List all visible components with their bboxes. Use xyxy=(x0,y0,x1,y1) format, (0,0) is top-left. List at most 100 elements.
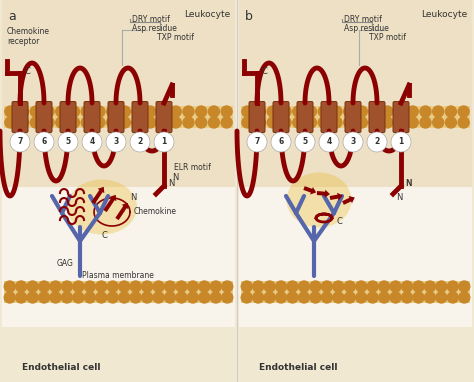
Text: N: N xyxy=(405,180,411,188)
Text: 6: 6 xyxy=(41,138,46,147)
Circle shape xyxy=(344,292,356,303)
Circle shape xyxy=(379,292,390,303)
Circle shape xyxy=(367,292,378,303)
Circle shape xyxy=(210,281,221,292)
Circle shape xyxy=(287,281,298,292)
Circle shape xyxy=(242,106,253,117)
FancyBboxPatch shape xyxy=(345,102,361,133)
Circle shape xyxy=(287,292,298,303)
Circle shape xyxy=(4,292,15,303)
Circle shape xyxy=(68,117,80,128)
Circle shape xyxy=(264,292,275,303)
Circle shape xyxy=(132,106,143,117)
Text: Chemokine: Chemokine xyxy=(134,207,177,217)
Circle shape xyxy=(321,281,332,292)
Circle shape xyxy=(221,106,232,117)
Circle shape xyxy=(356,106,367,117)
FancyBboxPatch shape xyxy=(156,102,172,133)
Circle shape xyxy=(321,292,332,303)
Circle shape xyxy=(344,106,355,117)
Circle shape xyxy=(458,117,469,128)
Ellipse shape xyxy=(67,180,137,235)
FancyBboxPatch shape xyxy=(249,102,265,133)
Text: 2: 2 xyxy=(137,138,143,147)
Circle shape xyxy=(459,292,470,303)
Circle shape xyxy=(356,117,367,128)
Bar xyxy=(241,106,470,128)
Circle shape xyxy=(382,117,393,128)
Circle shape xyxy=(436,281,447,292)
Circle shape xyxy=(18,117,28,128)
Text: C: C xyxy=(25,66,31,76)
Circle shape xyxy=(221,117,232,128)
Circle shape xyxy=(367,132,387,152)
Circle shape xyxy=(73,281,84,292)
FancyBboxPatch shape xyxy=(321,102,337,133)
Circle shape xyxy=(38,281,50,292)
Text: Asp residue: Asp residue xyxy=(132,24,177,33)
Circle shape xyxy=(446,106,456,117)
Circle shape xyxy=(255,106,265,117)
Circle shape xyxy=(142,292,153,303)
Circle shape xyxy=(367,281,378,292)
Circle shape xyxy=(73,292,84,303)
FancyBboxPatch shape xyxy=(60,102,76,133)
Circle shape xyxy=(275,281,287,292)
Circle shape xyxy=(199,281,210,292)
Circle shape xyxy=(62,292,73,303)
Circle shape xyxy=(401,281,412,292)
Circle shape xyxy=(447,281,458,292)
Bar xyxy=(239,187,472,327)
Circle shape xyxy=(241,281,252,292)
Circle shape xyxy=(424,281,436,292)
Circle shape xyxy=(153,281,164,292)
Text: 4: 4 xyxy=(90,138,95,147)
Text: N: N xyxy=(405,180,411,188)
Circle shape xyxy=(305,106,317,117)
Circle shape xyxy=(164,292,175,303)
Circle shape xyxy=(18,106,28,117)
Circle shape xyxy=(153,292,164,303)
Circle shape xyxy=(333,292,344,303)
Circle shape xyxy=(118,281,130,292)
Circle shape xyxy=(145,106,156,117)
Bar xyxy=(2,0,235,187)
Circle shape xyxy=(333,281,344,292)
Circle shape xyxy=(176,292,187,303)
Circle shape xyxy=(318,117,329,128)
Circle shape xyxy=(420,117,431,128)
Circle shape xyxy=(401,292,412,303)
Circle shape xyxy=(56,106,67,117)
Circle shape xyxy=(433,117,444,128)
Circle shape xyxy=(318,106,329,117)
FancyBboxPatch shape xyxy=(297,102,313,133)
Text: N: N xyxy=(396,194,402,202)
Circle shape xyxy=(210,292,221,303)
Circle shape xyxy=(43,117,54,128)
FancyBboxPatch shape xyxy=(393,102,409,133)
Circle shape xyxy=(369,106,380,117)
Circle shape xyxy=(305,117,317,128)
Text: 7: 7 xyxy=(255,138,260,147)
FancyBboxPatch shape xyxy=(132,102,148,133)
Circle shape xyxy=(310,281,321,292)
Text: Endothelial cell: Endothelial cell xyxy=(259,363,337,372)
Circle shape xyxy=(130,281,141,292)
Circle shape xyxy=(390,292,401,303)
Text: 3: 3 xyxy=(113,138,118,147)
Circle shape xyxy=(30,117,41,128)
Circle shape xyxy=(356,281,367,292)
Circle shape xyxy=(27,281,38,292)
Circle shape xyxy=(447,292,458,303)
Circle shape xyxy=(130,132,150,152)
Ellipse shape xyxy=(286,173,352,228)
Text: N: N xyxy=(168,180,174,188)
Circle shape xyxy=(391,132,411,152)
Circle shape xyxy=(130,292,141,303)
FancyBboxPatch shape xyxy=(273,102,289,133)
Circle shape xyxy=(170,106,181,117)
Text: C: C xyxy=(262,66,268,76)
FancyArrow shape xyxy=(91,187,104,204)
Circle shape xyxy=(107,281,118,292)
FancyArrow shape xyxy=(303,186,316,194)
